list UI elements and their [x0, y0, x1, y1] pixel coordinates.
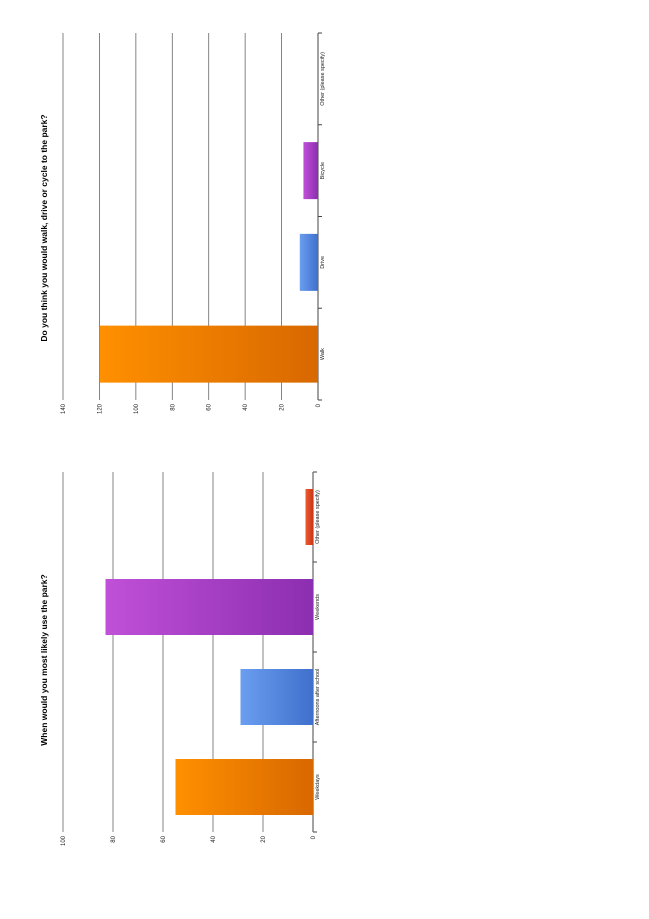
category-label: Bicycle: [320, 162, 326, 179]
bar: [175, 759, 313, 815]
category-label: Other (please specify): [315, 490, 321, 544]
tick-label: 80: [170, 403, 176, 410]
chart-title: When would you most likely use the park?: [39, 574, 49, 745]
chart-marks: 0 20 40 60 80 100 120 140 Walk Drive Bicycle Other …: [61, 32, 326, 414]
tick-label: 20: [280, 403, 286, 410]
category-label: Weekdays: [315, 774, 321, 800]
tick-label: 100: [61, 835, 67, 846]
tick-label: 60: [161, 835, 167, 842]
tick-label: 60: [207, 403, 213, 410]
category-label: Drive: [320, 256, 326, 269]
tick-label: 0: [316, 403, 322, 407]
category-label: Afternoons after school: [315, 669, 321, 726]
tick-label: 140: [61, 403, 67, 414]
tick-label: 40: [211, 835, 217, 842]
tick-label: 120: [97, 403, 103, 414]
category-label: Walk: [320, 348, 326, 360]
tick-label: 100: [134, 403, 140, 414]
tick-label: 20: [261, 835, 267, 842]
chart-walk-drive-cycle: Do you think you would walk, drive or cy…: [39, 32, 326, 414]
bar: [305, 489, 313, 545]
category-label: Weekends: [315, 594, 321, 620]
chart-marks: 0 20 40 60 80 100 Weekdays Afternoons after sch…: [61, 471, 321, 846]
chart-when-use-park: When would you most likely use the park?…: [39, 471, 321, 846]
bar: [105, 579, 313, 635]
bar: [240, 669, 313, 725]
bar: [303, 142, 318, 200]
tick-label: 0: [311, 835, 317, 839]
chart-title: Do you think you would walk, drive or cy…: [39, 114, 49, 341]
tick-label: 80: [111, 835, 117, 842]
bar: [299, 233, 318, 291]
category-label: Other (please specify): [320, 52, 326, 106]
bar: [99, 325, 318, 383]
tick-label: 40: [243, 403, 249, 410]
